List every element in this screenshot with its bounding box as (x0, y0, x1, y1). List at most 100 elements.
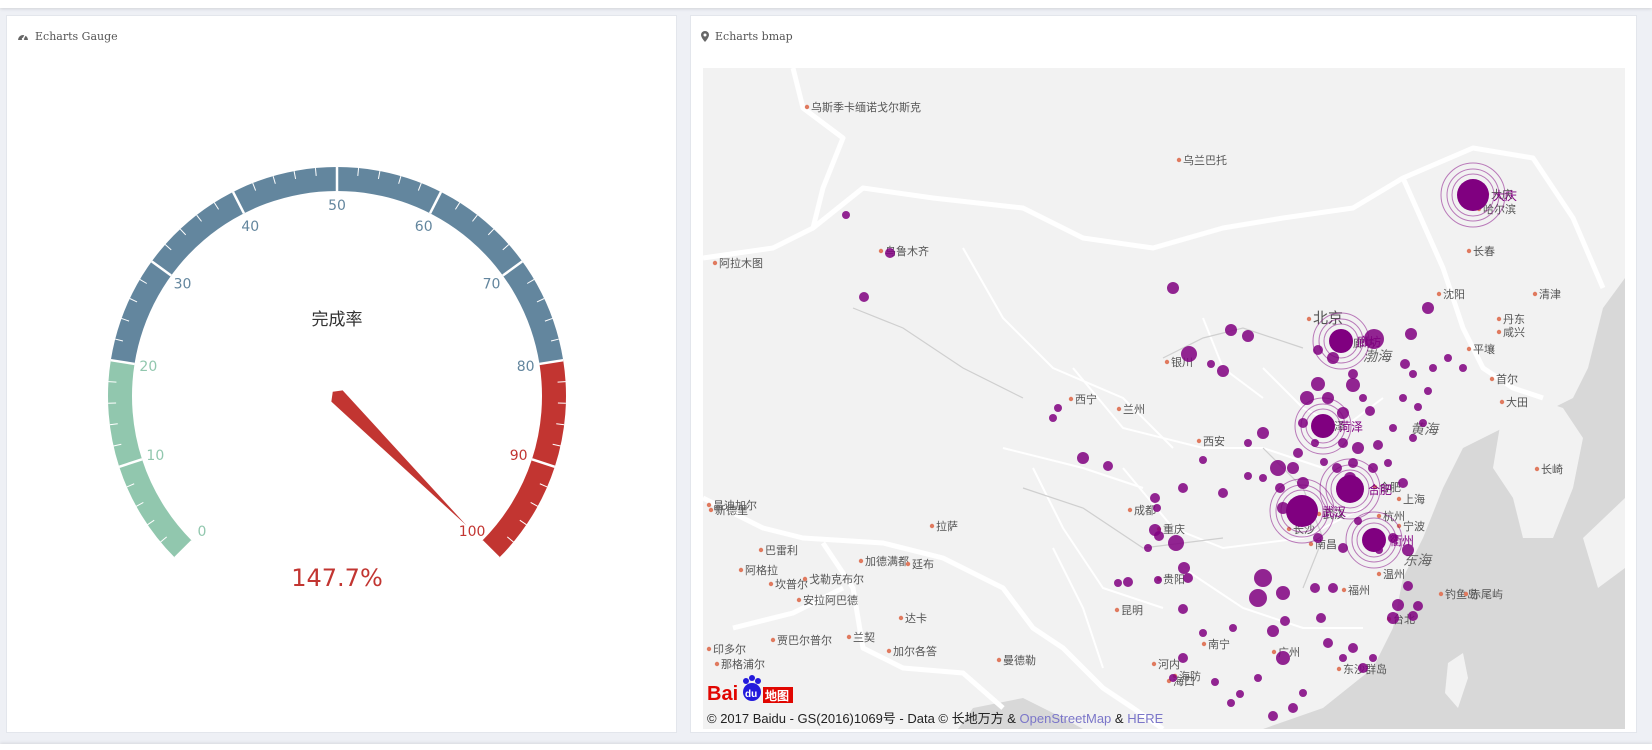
scatter-point[interactable] (1323, 638, 1333, 648)
openstreetmap-link[interactable]: OpenStreetMap (1019, 711, 1112, 726)
scatter-point[interactable] (1288, 703, 1298, 713)
scatter-point[interactable] (1414, 403, 1422, 411)
map-canvas[interactable]: 乌斯季卡缅诺戈尔斯克乌兰巴托大庆哈尔滨长春乌鲁木齐阿拉木图北京廊坊渤海沈阳丹东清… (703, 68, 1625, 729)
scatter-point[interactable] (1153, 504, 1161, 512)
scatter-point[interactable] (1403, 581, 1413, 591)
scatter-point[interactable] (1373, 440, 1383, 450)
scatter-point[interactable] (1123, 577, 1133, 587)
scatter-point[interactable] (1313, 533, 1323, 543)
effect-scatter-point[interactable] (1362, 528, 1386, 552)
scatter-point[interactable] (1328, 583, 1338, 593)
scatter-point[interactable] (1225, 324, 1237, 336)
scatter-point[interactable] (1338, 438, 1348, 448)
scatter-point[interactable] (1227, 699, 1235, 707)
scatter-point[interactable] (1459, 364, 1467, 372)
effect-scatter-point[interactable] (1286, 495, 1318, 527)
scatter-point[interactable] (1359, 394, 1367, 402)
scatter-point[interactable] (1299, 689, 1307, 697)
scatter-point[interactable] (1049, 414, 1057, 422)
scatter-point[interactable] (1358, 663, 1368, 673)
scatter-point[interactable] (1242, 330, 1254, 342)
scatter-point[interactable] (1287, 462, 1299, 474)
scatter-point[interactable] (1154, 531, 1164, 541)
scatter-point[interactable] (842, 211, 850, 219)
scatter-point[interactable] (1300, 391, 1314, 405)
scatter-point[interactable] (1199, 456, 1207, 464)
scatter-point[interactable] (1270, 460, 1286, 476)
scatter-point[interactable] (1254, 674, 1262, 682)
scatter-point[interactable] (1387, 612, 1399, 624)
scatter-point[interactable] (1398, 478, 1408, 488)
scatter-point[interactable] (1178, 653, 1188, 663)
scatter-point[interactable] (1054, 404, 1062, 412)
scatter-point[interactable] (1259, 474, 1267, 482)
scatter-point[interactable] (1365, 406, 1375, 416)
effect-scatter-point[interactable] (1329, 329, 1353, 353)
scatter-point[interactable] (1339, 654, 1347, 662)
scatter-point[interactable] (1298, 418, 1308, 428)
scatter-point[interactable] (1405, 328, 1417, 340)
scatter-point[interactable] (1424, 387, 1432, 395)
scatter-point[interactable] (1392, 599, 1404, 611)
scatter-point[interactable] (1413, 601, 1423, 611)
scatter-point[interactable] (1399, 394, 1407, 402)
scatter-point[interactable] (1218, 488, 1228, 498)
scatter-point[interactable] (1178, 562, 1190, 574)
scatter-point[interactable] (1369, 654, 1377, 662)
scatter-point[interactable] (1257, 427, 1269, 439)
scatter-point[interactable] (1409, 370, 1417, 378)
scatter-point[interactable] (1389, 424, 1397, 432)
scatter-point[interactable] (885, 248, 895, 258)
scatter-point[interactable] (1267, 625, 1279, 637)
scatter-point[interactable] (1409, 434, 1417, 442)
scatter-point[interactable] (1348, 369, 1358, 379)
scatter-point[interactable] (1168, 535, 1184, 551)
scatter-point[interactable] (1178, 483, 1188, 493)
scatter-point[interactable] (1422, 302, 1434, 314)
scatter-point[interactable] (1297, 477, 1309, 489)
scatter-point[interactable] (1077, 452, 1089, 464)
baidu-map[interactable]: 乌斯季卡缅诺戈尔斯克 乌兰巴托 大庆 哈尔滨 长春 乌鲁木齐 阿拉木图 北京 廊坊 渤海 沈阳 丹东清… (703, 68, 1625, 729)
scatter-point[interactable] (1154, 576, 1162, 584)
scatter-point[interactable] (1217, 365, 1229, 377)
scatter-point[interactable] (1402, 544, 1414, 556)
scatter-point[interactable] (1150, 493, 1160, 503)
scatter-point[interactable] (1144, 544, 1152, 552)
scatter-point[interactable] (1419, 419, 1427, 427)
scatter-point[interactable] (1276, 586, 1290, 600)
scatter-point[interactable] (1169, 674, 1177, 682)
scatter-point[interactable] (1229, 624, 1237, 632)
baidu-map-logo[interactable]: Bai du 地图 (705, 671, 795, 707)
scatter-point[interactable] (1348, 643, 1358, 653)
scatter-point[interactable] (1178, 604, 1188, 614)
scatter-point[interactable] (1311, 377, 1325, 391)
scatter-point[interactable] (1236, 690, 1244, 698)
scatter-point[interactable] (1244, 472, 1252, 480)
effect-scatter-point[interactable] (1457, 179, 1489, 211)
scatter-point[interactable] (1320, 458, 1328, 466)
scatter-point[interactable] (1268, 711, 1278, 721)
scatter-point[interactable] (1211, 678, 1219, 686)
scatter-point[interactable] (1408, 611, 1418, 621)
scatter-point[interactable] (1276, 651, 1290, 665)
scatter-point[interactable] (1280, 616, 1290, 626)
scatter-point[interactable] (859, 292, 869, 302)
scatter-point[interactable] (1183, 573, 1193, 583)
scatter-point[interactable] (1310, 583, 1320, 593)
scatter-point[interactable] (1114, 579, 1122, 587)
scatter-point[interactable] (1316, 613, 1326, 623)
here-link[interactable]: HERE (1127, 711, 1164, 726)
scatter-point[interactable] (1338, 543, 1348, 553)
scatter-point[interactable] (1384, 459, 1392, 467)
effect-scatter-point[interactable] (1336, 475, 1364, 503)
scatter-point[interactable] (1249, 589, 1267, 607)
scatter-point[interactable] (1346, 378, 1360, 392)
scatter-point[interactable] (1207, 360, 1215, 368)
scatter-point[interactable] (1400, 359, 1410, 369)
scatter-point[interactable] (1244, 439, 1252, 447)
scatter-point[interactable] (1429, 364, 1437, 372)
scatter-point[interactable] (1254, 569, 1272, 587)
scatter-point[interactable] (1368, 463, 1378, 473)
scatter-point[interactable] (1327, 352, 1339, 364)
scatter-point[interactable] (1167, 282, 1179, 294)
